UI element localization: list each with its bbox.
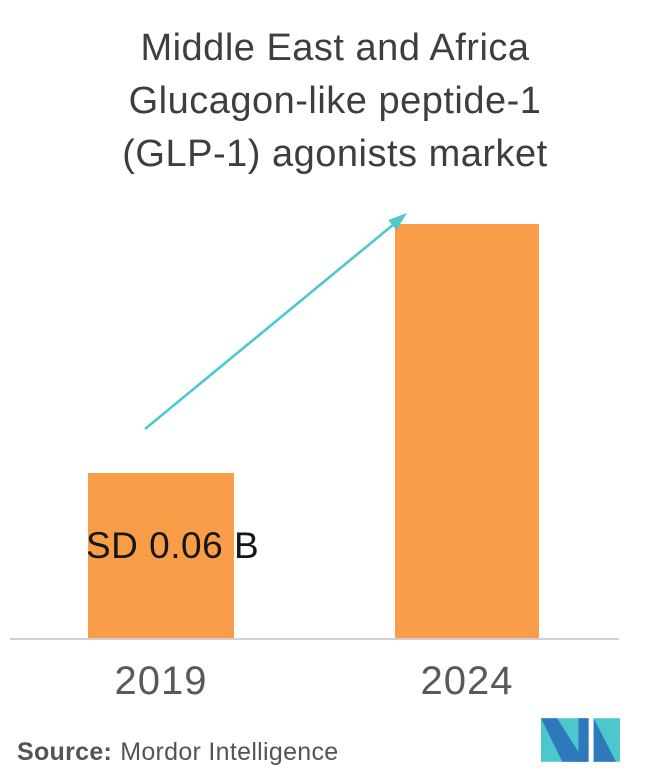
source-text: Mordor Intelligence [120, 738, 339, 766]
logo-right-diagonal-blue [593, 718, 616, 762]
chart-title-line-2: Glucagon-like peptide-1 [128, 80, 542, 122]
bar-2019-value-label: SD 0.06 B [86, 525, 260, 566]
logo-left-diagonal-blue [541, 718, 585, 762]
mordor-intelligence-logo [541, 718, 620, 762]
logo-left-bar-blue [578, 718, 589, 762]
source-label: Source: [17, 738, 113, 766]
chart-title-line-3: (GLP-1) agonists market [122, 133, 548, 175]
source-attribution: Source: Mordor Intelligence [17, 738, 339, 767]
chart-title: Middle East and Africa Glucagon-like pep… [12, 22, 658, 181]
bar-2024 [395, 224, 539, 639]
x-tick-2024: 2024 [420, 659, 514, 703]
bar-2019: SD 0.06 B [86, 473, 259, 639]
x-axis-line [10, 638, 619, 640]
chart-title-line-1: Middle East and Africa [140, 27, 530, 69]
x-tick-2019: 2019 [114, 659, 208, 703]
growth-arrow-line [144, 222, 395, 431]
